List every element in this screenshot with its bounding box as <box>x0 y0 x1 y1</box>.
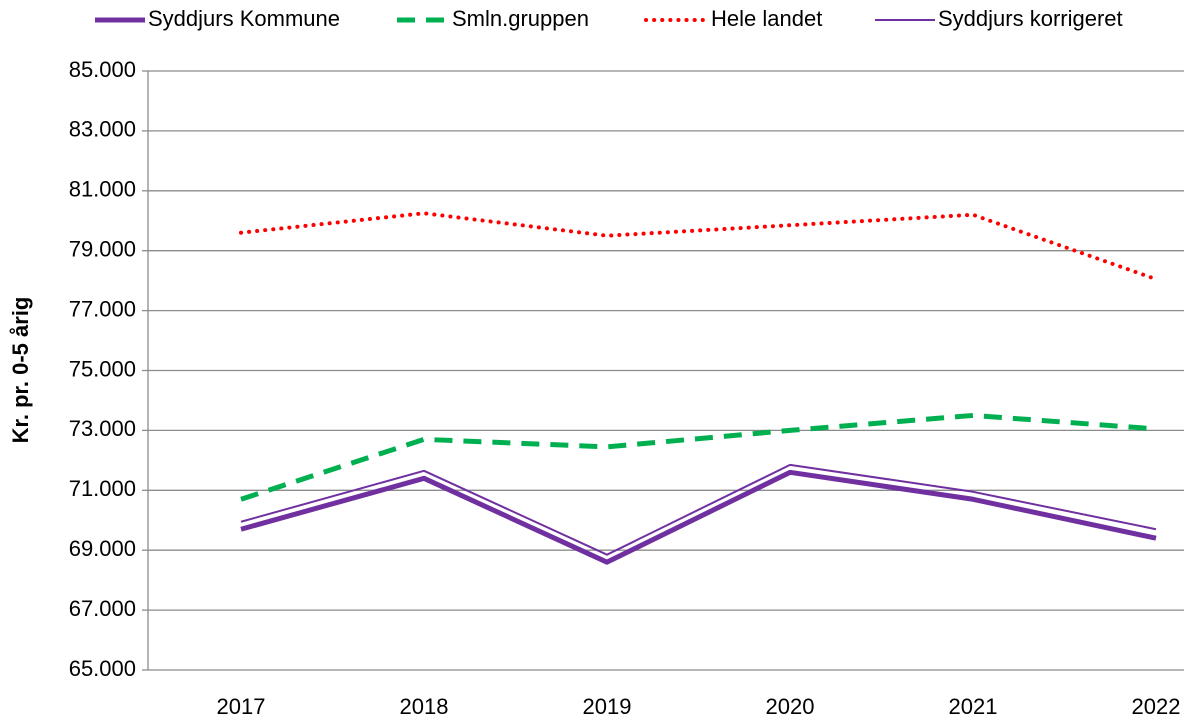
y-tick-label: 81.000 <box>69 177 136 202</box>
y-tick-label: 83.000 <box>69 117 136 142</box>
x-tick-label: 2019 <box>583 694 632 719</box>
series-line <box>239 211 1158 282</box>
y-tick-label: 67.000 <box>69 596 136 621</box>
y-tick-label: 69.000 <box>69 536 136 561</box>
y-axis-label: Kr. pr. 0-5 årig <box>8 297 33 444</box>
series-line <box>240 469 1157 565</box>
x-tick-label: 2018 <box>400 694 449 719</box>
series-line <box>240 412 1157 502</box>
y-tick-label: 79.000 <box>69 237 136 262</box>
legend-label: Smln.gruppen <box>452 6 589 31</box>
x-tick-label: 2020 <box>766 694 815 719</box>
y-tick-label: 75.000 <box>69 356 136 381</box>
legend-label: Syddjurs korrigeret <box>938 6 1123 31</box>
y-tick-label: 77.000 <box>69 296 136 321</box>
x-tick-label: 2017 <box>217 694 266 719</box>
series-line <box>240 463 1157 556</box>
legend-label: Hele landet <box>711 6 822 31</box>
y-tick-label: 71.000 <box>69 476 136 501</box>
x-tick-label: 2022 <box>1132 694 1181 719</box>
x-tick-label: 2021 <box>949 694 998 719</box>
legend-label: Syddjurs Kommune <box>148 6 340 31</box>
y-tick-label: 73.000 <box>69 416 136 441</box>
y-tick-label: 85.000 <box>69 57 136 82</box>
y-tick-label: 65.000 <box>69 656 136 681</box>
